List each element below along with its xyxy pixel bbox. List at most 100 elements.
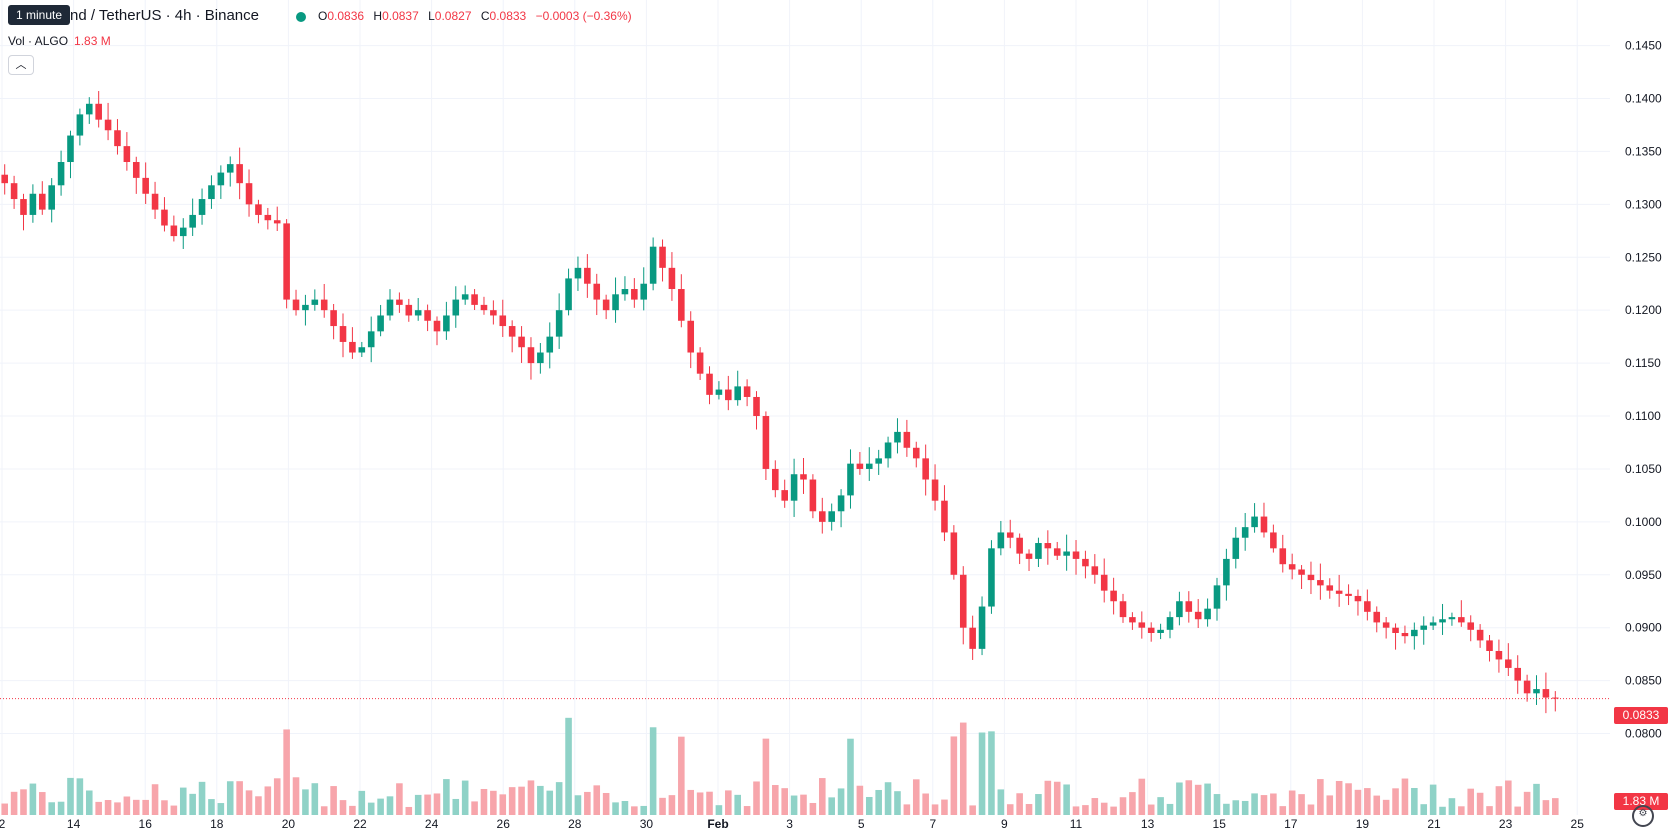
settings-gear-icon[interactable]: ⚙ bbox=[1632, 805, 1654, 827]
volume-bar bbox=[1326, 795, 1334, 815]
volume-bar bbox=[584, 791, 591, 815]
candle-body bbox=[1467, 622, 1475, 630]
price-tick-label: 0.1450 bbox=[1625, 39, 1662, 53]
volume-bar bbox=[104, 800, 112, 815]
time-tick-label: 24 bbox=[425, 817, 439, 831]
candle-body bbox=[734, 386, 741, 401]
open-value: 0.0836 bbox=[327, 9, 365, 23]
candle-body bbox=[884, 442, 892, 459]
candle-body bbox=[377, 315, 384, 332]
candle-body bbox=[593, 283, 601, 300]
volume-bar bbox=[39, 792, 46, 815]
volume-bar bbox=[1429, 784, 1437, 815]
time-tick-label: 26 bbox=[497, 817, 511, 831]
candle-body bbox=[894, 431, 901, 443]
volume-bar bbox=[20, 789, 27, 815]
volume-bar bbox=[1335, 780, 1343, 815]
candle-body bbox=[311, 299, 319, 305]
volume-bar bbox=[1392, 788, 1399, 815]
candle-body bbox=[1251, 516, 1258, 528]
high-label: H bbox=[373, 9, 383, 23]
volume-bar bbox=[687, 789, 695, 815]
volume-bar bbox=[1467, 788, 1475, 815]
candle-body bbox=[546, 336, 554, 353]
candle-body bbox=[1345, 593, 1352, 596]
time-tick-label: 18 bbox=[210, 817, 224, 831]
last-volume-label: 1.83 M bbox=[1614, 793, 1668, 810]
volume-bar bbox=[1270, 793, 1277, 815]
volume-value: 1.83 M bbox=[74, 34, 111, 48]
candle-body bbox=[1157, 629, 1164, 633]
candle-body bbox=[499, 315, 507, 327]
volume-bar bbox=[10, 791, 18, 815]
candle-body bbox=[189, 214, 196, 228]
volume-bar bbox=[1260, 795, 1268, 815]
volume-bar bbox=[537, 785, 544, 815]
volume-bar bbox=[424, 794, 431, 815]
candle-body bbox=[837, 495, 845, 512]
candle-body bbox=[518, 336, 525, 348]
candle-body bbox=[396, 299, 403, 305]
candle-body bbox=[1204, 608, 1211, 620]
volume-bar bbox=[696, 792, 704, 815]
candle-body bbox=[969, 627, 976, 649]
candle-body bbox=[640, 283, 648, 300]
candle-body bbox=[67, 135, 74, 163]
collapse-legend-button[interactable]: ︿ bbox=[8, 55, 34, 75]
candle-body bbox=[706, 373, 713, 395]
candle-body bbox=[1044, 543, 1052, 549]
candle-body bbox=[912, 447, 920, 459]
time-tick-label: 28 bbox=[568, 817, 582, 831]
volume-bar bbox=[1063, 784, 1070, 815]
volume-bar bbox=[1166, 803, 1174, 815]
volume-bar bbox=[1486, 806, 1493, 815]
candle-body bbox=[875, 458, 882, 464]
candle-body bbox=[1307, 574, 1315, 581]
candle-body bbox=[302, 304, 309, 311]
volume-bar bbox=[659, 797, 666, 815]
candle-body bbox=[142, 177, 149, 194]
candle-body bbox=[236, 164, 243, 184]
volume-bar bbox=[978, 732, 986, 815]
volume-bar bbox=[593, 785, 601, 815]
candle-body bbox=[76, 114, 84, 136]
candle-body bbox=[386, 299, 394, 316]
volume-bar bbox=[753, 781, 760, 815]
volume-bar bbox=[161, 800, 168, 815]
volume-bar bbox=[1091, 798, 1099, 815]
candle-body bbox=[1241, 527, 1249, 538]
candle-body bbox=[696, 352, 704, 374]
volume-bar bbox=[565, 717, 572, 815]
volume-bar bbox=[114, 802, 121, 815]
volume-bar bbox=[85, 790, 93, 815]
candle-body bbox=[217, 172, 225, 186]
volume-bar bbox=[48, 802, 55, 815]
candle-body bbox=[743, 386, 751, 397]
volume-bar bbox=[790, 795, 798, 815]
volume-bar bbox=[311, 783, 319, 815]
candle-body bbox=[1486, 640, 1493, 651]
volume-bar bbox=[217, 803, 225, 815]
volume-bar bbox=[1420, 804, 1428, 815]
candle-body bbox=[978, 606, 986, 649]
volume-bar bbox=[931, 804, 939, 815]
symbol-title[interactable]: nd / TetherUS · 4h · Binance bbox=[70, 7, 259, 24]
candle-body bbox=[1392, 627, 1399, 633]
volume-bar bbox=[1025, 804, 1033, 815]
volume-bar bbox=[1476, 792, 1484, 815]
high-value: 0.0837 bbox=[382, 9, 419, 23]
volume-bar bbox=[170, 805, 178, 815]
candle-body bbox=[1288, 564, 1296, 570]
candle-body bbox=[367, 331, 375, 348]
candle-body bbox=[1317, 580, 1324, 586]
volume-bar bbox=[1354, 789, 1362, 815]
candle-body bbox=[715, 389, 723, 395]
candle-body bbox=[1279, 548, 1287, 565]
volume-bar bbox=[208, 799, 215, 815]
ohlc-legend: O0.0836 H0.0837 L0.0827 C0.0833 −0.0003 … bbox=[318, 9, 638, 23]
volume-bar bbox=[621, 800, 629, 815]
volume-bar bbox=[226, 781, 234, 815]
candle-body bbox=[1373, 611, 1381, 623]
candle-body bbox=[931, 479, 939, 501]
